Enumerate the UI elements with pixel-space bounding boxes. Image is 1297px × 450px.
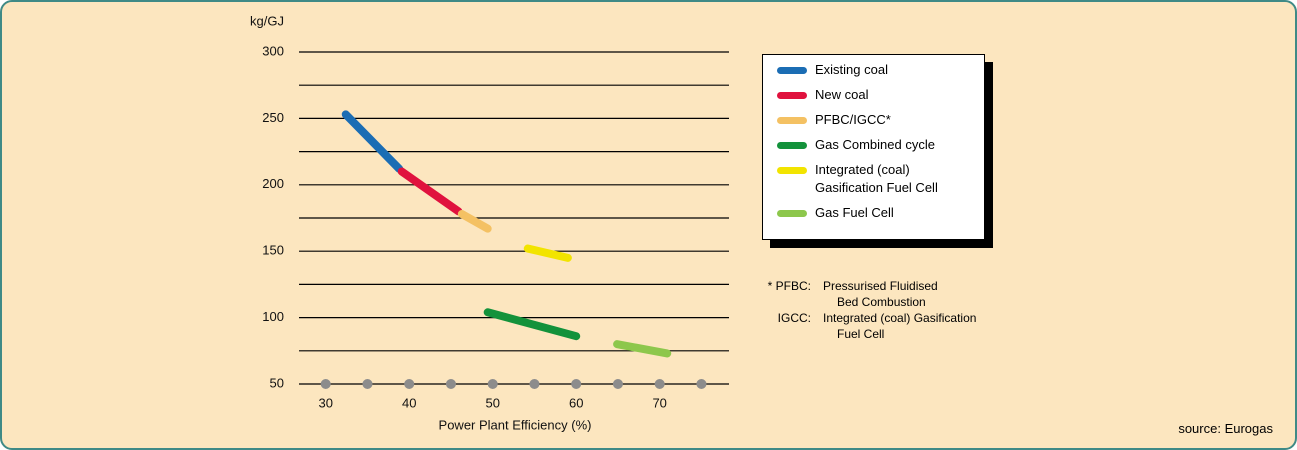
legend-label: Gas Combined cycle: [815, 137, 935, 152]
note-label: * PFBC:: [767, 279, 811, 293]
note-line: Bed Combustion: [837, 295, 926, 309]
legend-label: Gas Fuel Cell: [815, 205, 894, 220]
series-line: [397, 167, 463, 216]
y-tick-label: 200: [262, 176, 284, 191]
y-tick-label: 100: [262, 309, 284, 324]
x-tick-label: 40: [402, 395, 416, 410]
legend-item: Existing coal: [777, 61, 984, 79]
y-tick-label: 250: [262, 110, 284, 125]
series-line: [483, 308, 581, 341]
note-label: IGCC:: [777, 311, 811, 325]
x-marker: [487, 379, 498, 389]
note-body: Pressurised Fluidised Bed Combustion: [823, 278, 938, 310]
x-marker: [362, 379, 373, 389]
legend-swatch: [777, 210, 807, 217]
notes: * PFBC: Pressurised Fluidised Bed Combusti…: [765, 278, 977, 342]
legend-item: PFBC/IGCC*: [777, 111, 984, 129]
x-axis-label: Power Plant Efficiency (%): [439, 417, 592, 432]
legend-item: New coal: [777, 86, 984, 104]
x-marker: [529, 379, 540, 389]
note-body: Integrated (coal) Gasification Fuel Cell: [823, 310, 976, 342]
legend-label: New coal: [815, 87, 869, 102]
series-line: [341, 110, 404, 173]
x-marker: [571, 379, 582, 389]
legend-item: Gas Fuel Cell: [777, 204, 984, 222]
source: source: Eurogas: [1178, 421, 1273, 436]
x-tick-label: 50: [485, 395, 499, 410]
legend-label: Integrated (coal) Gasification Fuel Cell: [815, 162, 938, 195]
note-line: Fuel Cell: [837, 327, 885, 341]
legend-label: PFBC/IGCC*: [815, 112, 891, 127]
x-marker: [612, 379, 623, 389]
x-marker: [320, 379, 331, 389]
x-tick-label: 60: [569, 395, 583, 410]
series-line: [613, 340, 672, 358]
y-tick-label: 300: [262, 43, 284, 58]
legend: Existing coal New coal PFBC/IGCC* Gas Combi…: [762, 54, 985, 240]
legend-label: Existing coal: [815, 62, 888, 77]
legend-swatch: [777, 92, 807, 99]
y-axis-label: kg/GJ: [250, 13, 284, 28]
legend-item: Integrated (coal) Gasification Fuel Cell: [777, 161, 984, 197]
note: IGCC: Integrated (coal) Gasification Fuel …: [765, 310, 977, 342]
y-tick-label: 150: [262, 243, 284, 258]
legend-item: Gas Combined cycle: [777, 136, 984, 154]
x-marker: [654, 379, 665, 389]
legend-swatch: [777, 167, 807, 174]
x-marker: [696, 379, 707, 389]
legend-swatch: [777, 142, 807, 149]
series-line: [523, 244, 572, 262]
x-marker: [445, 379, 456, 389]
note-line: Integrated (coal) Gasification: [823, 311, 977, 325]
note: * PFBC: Pressurised Fluidised Bed Combusti…: [765, 278, 976, 310]
series-line: [457, 210, 492, 233]
x-tick-label: 70: [652, 395, 666, 410]
y-tick-label: 50: [270, 375, 284, 390]
note-line: Pressurised Fluidised: [823, 279, 938, 293]
x-marker: [404, 379, 415, 389]
x-tick-label: 30: [318, 395, 332, 410]
legend-swatch: [777, 67, 807, 74]
legend-swatch: [777, 117, 807, 124]
